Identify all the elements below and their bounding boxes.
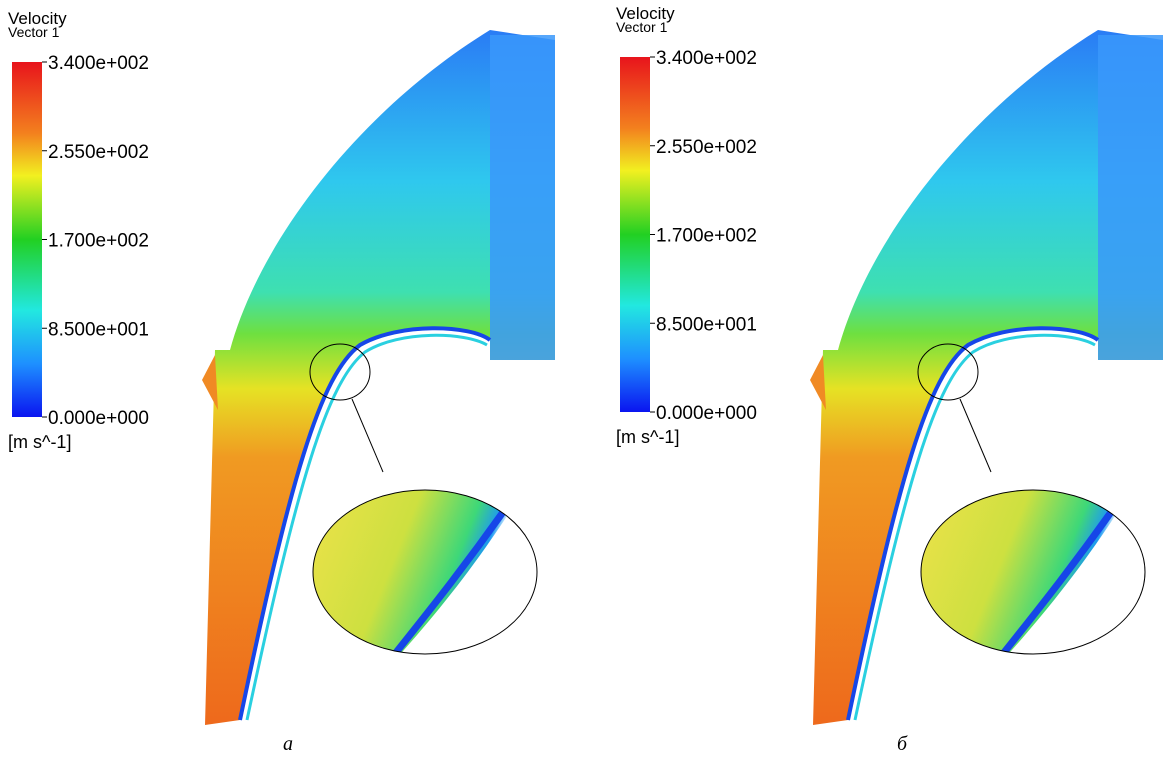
- colorbar-label: 2.550e+002: [656, 137, 757, 158]
- colorbar-label: 1.700e+002: [656, 226, 757, 247]
- panel-label: а: [283, 733, 293, 755]
- colorbar-label: 8.500e+001: [656, 314, 757, 335]
- colorbar-label: 1.700e+002: [48, 231, 149, 252]
- legend-subtitle: Vector 1: [616, 19, 668, 35]
- colorbar: [12, 62, 42, 417]
- flow-field: [202, 30, 555, 725]
- colorbar: [620, 57, 650, 412]
- legend-title: Velocity: [616, 4, 675, 23]
- colorbar-label: 3.400e+002: [48, 53, 149, 74]
- flow-field: [810, 30, 1163, 725]
- colorbar-label: 2.550e+002: [48, 142, 149, 163]
- colorbar-label: 0.000e+000: [656, 403, 757, 424]
- legend-subtitle: Vector 1: [8, 24, 60, 40]
- legend-unit: [m s^-1]: [616, 427, 679, 447]
- legend-title: Velocity: [8, 9, 67, 28]
- colorbar-label: 3.400e+002: [656, 48, 757, 69]
- colorbar-label: 0.000e+000: [48, 408, 149, 429]
- colorbar-label: 8.500e+001: [48, 319, 149, 340]
- panel-label: б: [897, 733, 908, 755]
- legend-unit: [m s^-1]: [8, 432, 71, 452]
